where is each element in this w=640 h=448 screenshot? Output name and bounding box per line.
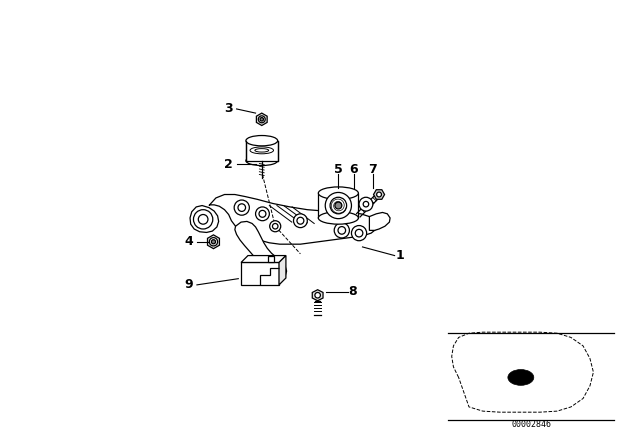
Circle shape [355,229,363,237]
Circle shape [193,210,212,229]
Circle shape [211,240,216,244]
Circle shape [260,117,264,121]
Polygon shape [374,190,385,199]
Circle shape [297,217,304,224]
Polygon shape [246,141,278,161]
Circle shape [359,197,373,211]
Circle shape [351,225,367,241]
Circle shape [255,207,269,221]
Circle shape [376,192,381,197]
Polygon shape [190,206,219,233]
Polygon shape [268,255,275,263]
Text: 3: 3 [225,103,233,116]
Circle shape [198,215,208,224]
Circle shape [334,223,349,238]
Circle shape [363,202,369,207]
Text: 7: 7 [369,163,377,176]
Polygon shape [209,194,378,244]
Circle shape [338,227,346,234]
Polygon shape [241,255,286,263]
Ellipse shape [318,212,358,224]
Text: 1: 1 [396,249,404,262]
Circle shape [238,204,246,211]
Ellipse shape [246,156,278,165]
Polygon shape [279,255,286,285]
Circle shape [269,221,281,232]
Polygon shape [241,263,279,285]
Ellipse shape [318,187,358,199]
Text: 9: 9 [185,278,193,291]
Text: 2: 2 [225,158,233,171]
Circle shape [508,370,534,385]
Text: 8: 8 [349,285,357,298]
Circle shape [315,293,321,298]
Circle shape [259,211,266,217]
Circle shape [273,224,278,229]
Text: 5: 5 [334,163,343,176]
Circle shape [209,237,218,246]
Text: 00002846: 00002846 [511,420,551,429]
Circle shape [330,197,347,214]
Text: 4: 4 [185,235,193,248]
Polygon shape [207,235,220,249]
Polygon shape [235,221,287,281]
Circle shape [294,214,307,228]
Ellipse shape [246,135,278,146]
Circle shape [325,193,351,219]
Polygon shape [369,212,390,230]
Text: 6: 6 [349,163,358,176]
Circle shape [335,202,342,209]
Polygon shape [312,290,323,301]
Circle shape [234,200,250,215]
Polygon shape [257,113,267,125]
Circle shape [259,116,265,123]
Polygon shape [318,193,358,218]
